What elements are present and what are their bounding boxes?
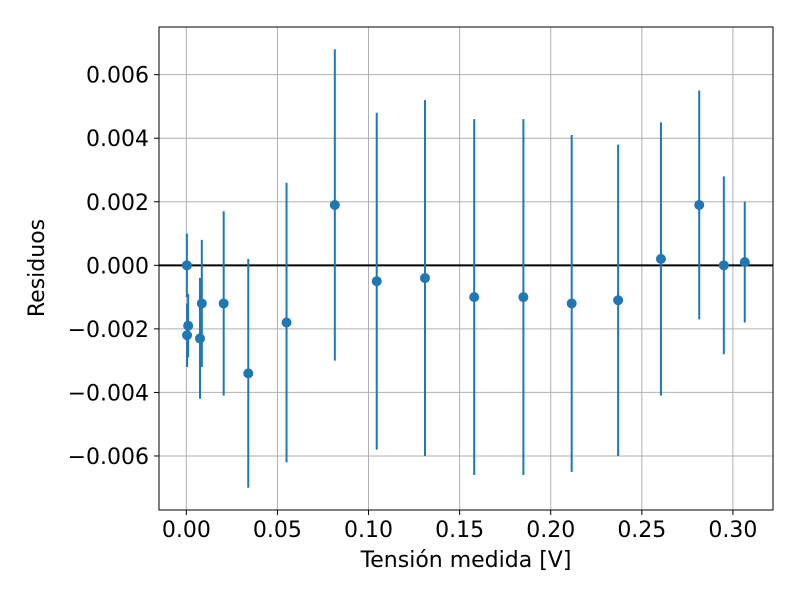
x-tick-label: 0.15 (435, 518, 484, 543)
data-point (181, 260, 192, 271)
data-point (613, 295, 624, 306)
data-point (371, 276, 382, 287)
data-point (194, 333, 205, 344)
data-point (196, 298, 207, 309)
axis-ticks: 0.00 0.05 0.10 0.15 0.20 0.25 0.30 −0.006 −0.004… (68, 64, 758, 543)
x-axis-label: Tensión medida [V] (360, 548, 572, 573)
y-tick-label: 0.000 (86, 254, 149, 279)
data-point (329, 199, 340, 210)
y-tick-label: −0.006 (68, 445, 149, 470)
y-tick-label: 0.002 (86, 191, 149, 216)
x-tick-label: 0.20 (526, 518, 575, 543)
data-point (694, 199, 705, 210)
data-series (181, 49, 750, 488)
y-tick-label: 0.006 (86, 64, 149, 89)
x-tick-label: 0.00 (162, 518, 211, 543)
data-point (183, 320, 194, 331)
y-tick-label: 0.004 (86, 127, 149, 152)
y-tick-label: −0.002 (68, 318, 149, 343)
plot-area (159, 27, 773, 510)
data-point (182, 330, 193, 341)
data-point (218, 298, 229, 309)
x-tick-label: 0.10 (344, 518, 393, 543)
data-point (739, 257, 750, 268)
data-point (469, 292, 480, 303)
data-point (566, 298, 577, 309)
data-point (518, 292, 529, 303)
data-point (281, 317, 292, 328)
data-point (243, 368, 254, 379)
y-tick-label: −0.004 (68, 381, 149, 406)
x-tick-label: 0.05 (253, 518, 302, 543)
data-point (420, 273, 431, 284)
data-point (655, 253, 666, 264)
data-point (718, 260, 729, 271)
y-axis-label: Residuos (25, 219, 50, 317)
x-tick-label: 0.25 (617, 518, 666, 543)
plot-frame (158, 26, 774, 511)
x-tick-label: 0.30 (708, 518, 757, 543)
